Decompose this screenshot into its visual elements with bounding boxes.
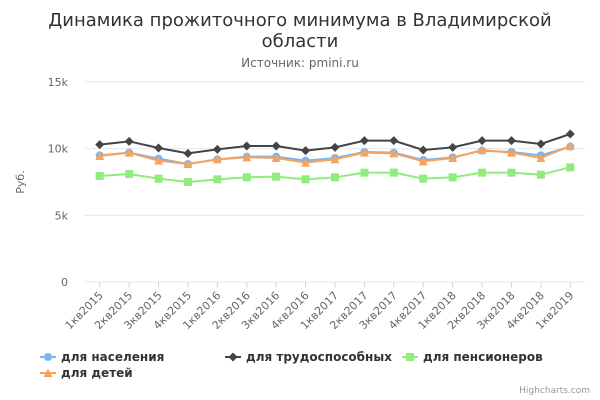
data-point-square[interactable] [242, 173, 251, 182]
y-axis-ticks: 0 5k 10k 15k [48, 76, 69, 289]
data-point-diamond[interactable] [183, 148, 193, 158]
legend-label: для трудоспособных [246, 350, 392, 364]
data-point-square[interactable] [154, 174, 163, 183]
legend-marker-diamond-icon[interactable] [228, 352, 238, 362]
data-point-triangle[interactable] [154, 156, 164, 165]
data-point-square[interactable] [448, 173, 457, 182]
data-point-triangle[interactable] [418, 156, 428, 166]
data-point-triangle[interactable] [506, 148, 516, 157]
legend-marker-square-icon[interactable] [406, 353, 414, 361]
data-point-triangle[interactable] [359, 148, 369, 157]
legend-item-diamond[interactable]: для трудоспособных [225, 350, 392, 364]
legend-label: для детей [61, 366, 133, 380]
data-point-triangle[interactable] [477, 145, 487, 155]
data-point-square[interactable] [389, 168, 398, 177]
series-diamond [95, 129, 575, 158]
data-point-triangle[interactable] [389, 148, 399, 158]
data-point-diamond[interactable] [301, 146, 311, 156]
y-tick-label: 10k [48, 143, 69, 156]
data-point-square[interactable] [125, 170, 134, 178]
legend-item-triangle[interactable]: для детей [40, 366, 133, 380]
credits-link[interactable]: Highcharts.com [519, 386, 590, 396]
data-point-diamond[interactable] [95, 140, 105, 150]
legend-item-square[interactable]: для пенсионеров [402, 350, 543, 364]
data-point-square[interactable] [213, 175, 222, 184]
data-point-triangle[interactable] [301, 158, 311, 167]
data-point-triangle[interactable] [330, 154, 340, 164]
data-point-diamond[interactable] [242, 141, 252, 151]
data-point-triangle[interactable] [242, 152, 252, 162]
y-tick-label: 15k [48, 76, 69, 89]
data-point-diamond[interactable] [565, 129, 575, 139]
y-tick-label: 5k [55, 209, 69, 222]
series-triangle [95, 141, 575, 169]
data-point-triangle[interactable] [124, 148, 134, 157]
data-point-diamond[interactable] [536, 139, 546, 149]
data-point-triangle[interactable] [212, 154, 222, 164]
legend-item-circle[interactable]: для населения [40, 350, 164, 364]
data-point-square[interactable] [507, 168, 516, 177]
data-point-triangle[interactable] [183, 159, 193, 169]
data-point-square[interactable] [301, 175, 310, 184]
data-point-diamond[interactable] [477, 136, 487, 146]
data-point-square[interactable] [478, 168, 487, 177]
y-tick-label: 0 [61, 276, 68, 289]
chart-subtitle: Источник: pmini.ru [241, 56, 359, 70]
data-point-diamond[interactable] [154, 143, 164, 153]
legend: для населения для трудоспособных для пенси… [40, 350, 543, 380]
legend-marker-triangle-icon[interactable] [43, 368, 53, 378]
data-point-diamond[interactable] [448, 142, 458, 152]
chart-title-line-1: Динамика прожиточного минимума в Владими… [48, 10, 552, 31]
data-point-diamond[interactable] [389, 136, 399, 146]
series-square [95, 163, 575, 186]
data-point-square[interactable] [95, 172, 104, 180]
data-point-triangle[interactable] [448, 153, 458, 163]
data-point-square[interactable] [536, 170, 545, 179]
data-point-triangle[interactable] [536, 153, 546, 163]
data-point-triangle[interactable] [565, 141, 575, 151]
y-axis-label: Руб. [14, 170, 27, 193]
data-point-triangle[interactable] [271, 153, 281, 163]
data-point-square[interactable] [360, 168, 369, 177]
data-point-diamond[interactable] [506, 136, 516, 146]
legend-label: для населения [61, 350, 164, 364]
x-axis-ticks: 1кв20152кв20153кв20154кв20151кв20162кв20… [63, 282, 576, 332]
data-point-triangle[interactable] [95, 151, 105, 161]
data-point-diamond[interactable] [418, 145, 428, 155]
data-point-square[interactable] [272, 172, 281, 181]
legend-marker-circle-icon[interactable] [44, 353, 52, 361]
data-point-square[interactable] [566, 163, 575, 172]
data-point-diamond[interactable] [212, 144, 222, 154]
legend-label: для пенсионеров [423, 350, 543, 364]
series-layer [95, 129, 575, 186]
data-point-diamond[interactable] [124, 136, 134, 146]
data-point-diamond[interactable] [271, 141, 281, 151]
chart-title-line-2: области [262, 31, 339, 52]
data-point-diamond[interactable] [359, 136, 369, 146]
data-point-square[interactable] [331, 173, 339, 182]
data-point-diamond[interactable] [330, 142, 340, 152]
data-point-square[interactable] [183, 178, 192, 186]
data-point-square[interactable] [419, 174, 428, 183]
